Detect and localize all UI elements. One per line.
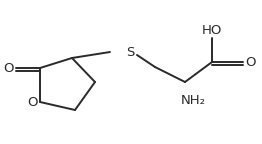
Text: S: S [126, 46, 134, 58]
Text: O: O [246, 55, 256, 69]
Text: HO: HO [202, 23, 222, 36]
Text: O: O [4, 61, 14, 74]
Text: NH₂: NH₂ [181, 93, 205, 107]
Text: O: O [27, 95, 37, 108]
